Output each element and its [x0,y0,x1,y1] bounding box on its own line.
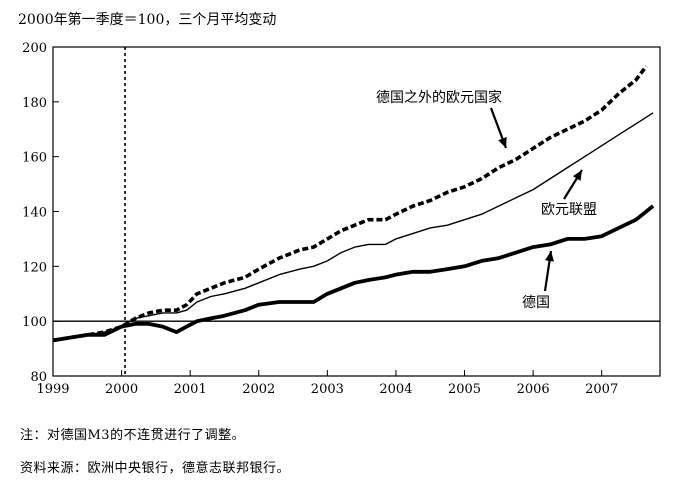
y-tick-label: 180 [22,96,47,111]
y-axis-ticks: 80 100 120 140 160 180 200 [22,41,59,385]
annotation-label-other-euro: 德国之外的欧元国家 [376,89,502,106]
annotation-label-euro-area: 欧元联盟 [541,202,597,218]
x-tick-label: 2001 [174,382,207,397]
x-tick-label: 2002 [242,382,275,397]
y-tick-label: 200 [22,41,47,56]
chart: 2000年第一季度＝100，三个月平均变动 80 100 120 140 160 180 2… [18,11,661,397]
chart-note: 注：对德国M3的不连贯进行了调整。 [20,428,246,443]
x-tick-label: 2004 [379,382,412,397]
annotation-arrows [489,107,583,292]
x-tick-label: 2000 [105,382,138,397]
series-line-euro-area [52,112,654,342]
y-tick-label: 80 [30,370,47,385]
annotation-arrow-euro-area-head [572,170,582,181]
x-tick-label: 1999 [36,382,69,397]
x-tick-label: 2003 [311,382,344,397]
annotation-arrow-other-euro-head [498,137,507,148]
y-tick-label: 120 [22,260,47,275]
series-group [52,47,660,376]
annotation-label-germany: 德国 [522,295,550,311]
y-tick-label: 160 [22,151,47,166]
plot-frame [52,46,661,377]
chart-source: 资料来源：欧洲中央银行，德意志联邦银行。 [20,461,291,476]
y-tick-label: 100 [22,315,47,330]
series-line-germany [52,204,655,343]
y-tick-label: 140 [22,206,47,221]
x-axis-ticks: 1999 2000 2001 2002 2003 2004 2005 2006 2007 [36,370,618,397]
annotation-arrow-germany-head [545,251,554,262]
x-tick-label: 2005 [448,382,481,397]
x-tick-label: 2006 [517,382,550,397]
x-tick-label: 2007 [585,382,618,397]
chart-title: 2000年第一季度＝100，三个月平均变动 [18,11,276,28]
